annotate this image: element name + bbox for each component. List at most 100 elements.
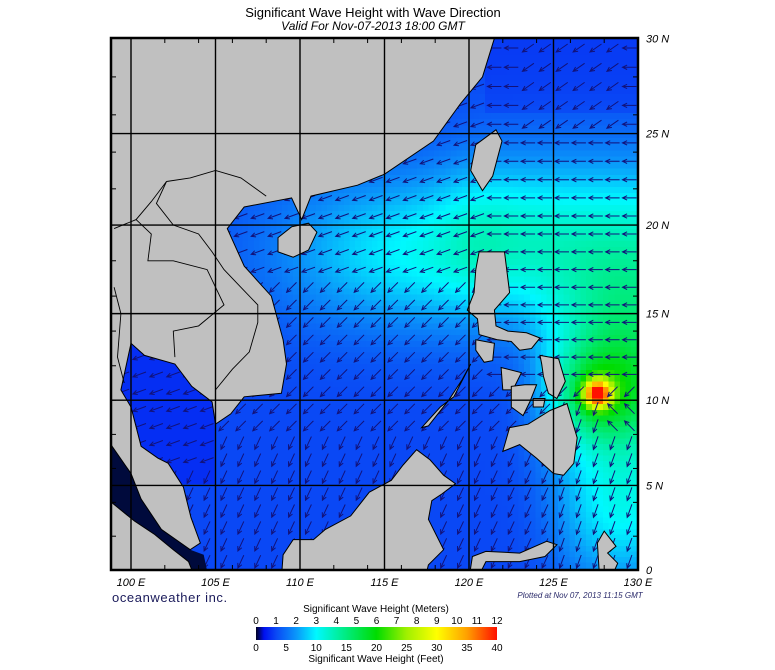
wave-cell [152,363,159,370]
wave-cell [383,415,390,422]
wave-cell [321,380,328,387]
wave-cell [327,517,334,524]
wave-cell [332,380,339,387]
wave-cell [253,454,260,462]
wave-cell [197,443,204,450]
wave-cell [282,392,289,399]
wave-cell [304,346,311,353]
wave-cell [400,346,407,353]
wave-cell [389,449,396,456]
wave-cell [242,511,249,518]
wave-cell [265,471,272,479]
wave-cell [259,454,266,462]
wave-cell [405,192,413,200]
wave-cell [220,528,227,535]
wave-cell [343,340,351,347]
wave-cell [343,334,351,341]
wave-cell [236,562,244,569]
wave-cell [349,415,356,422]
wave-cell [208,443,215,450]
wave-cell [253,443,260,450]
wave-cell [220,562,227,569]
wave-cell [372,386,379,393]
wave-cell [248,528,255,535]
wave-cell [377,234,384,242]
wave-cell [321,246,328,253]
wave-cell [265,488,272,496]
wave-cell [338,293,345,301]
wave-cell [355,432,362,439]
wave-cell [321,483,328,490]
wave-cell [383,258,390,265]
wave-cell [400,375,407,382]
wave-cell [248,204,255,212]
wave-cell [389,276,396,283]
wave-cell [186,494,193,501]
wave-cell [383,174,390,181]
wave-cell [129,403,137,410]
wave-cell [203,528,210,535]
wave-cell [321,443,328,450]
wave-cell [191,545,198,552]
wave-cell [343,380,351,387]
wave-cell [270,299,277,306]
wave-cell [248,562,255,569]
wave-cell [124,363,131,370]
wave-cell [180,420,187,427]
wave-cell [270,471,277,479]
wave-cell [197,522,204,529]
wave-cell [338,252,345,259]
wave-cell [355,264,362,271]
wave-cell [259,460,266,467]
wave-cell [349,276,356,283]
wave-cell [394,397,401,405]
wave-cell [366,287,373,295]
wave-cell [214,539,221,546]
wave-cell [315,287,322,295]
wave-cell [214,466,221,473]
wave-cell [327,270,334,277]
wave-cell [400,351,407,359]
wave-cell [321,317,328,324]
wave-cell [146,420,153,427]
wave-cell [315,420,322,427]
wave-cell [203,437,210,445]
wave-cell [282,346,289,353]
wave-cell [163,397,170,405]
wave-cell [349,380,356,387]
wave-cell [321,397,328,405]
wave-cell [400,293,407,301]
wave-cell [355,311,362,318]
wave-cell [304,437,311,445]
wave-cell [253,471,260,479]
wave-cell [298,432,306,439]
wave-cell [152,357,159,365]
wave-cell [124,392,131,399]
wave-cell [135,397,142,405]
wave-cell [377,466,384,473]
wave-cell [360,369,367,376]
wave-cell [338,270,345,277]
wave-cell [332,460,339,467]
wave-cell [321,210,328,218]
wave-cell [237,29,243,36]
wave-cell [332,270,339,277]
wave-cell [400,216,407,224]
wave-cell [220,517,227,524]
wave-cell [191,449,198,456]
wave-cell [231,415,238,422]
wave-cell [186,449,193,456]
wave-cell [338,415,345,422]
wave-cell [304,282,311,289]
wave-cell [282,415,289,422]
wave-cell [276,198,283,206]
wave-cell [332,317,339,324]
wave-cell [394,305,401,312]
wave-cell [360,392,367,399]
wave-cell [372,443,379,450]
wave-cell [405,420,413,427]
wave-cell [293,293,300,301]
wave-cell [372,192,379,200]
wave-cell [169,392,176,399]
wave-cell [383,264,390,271]
